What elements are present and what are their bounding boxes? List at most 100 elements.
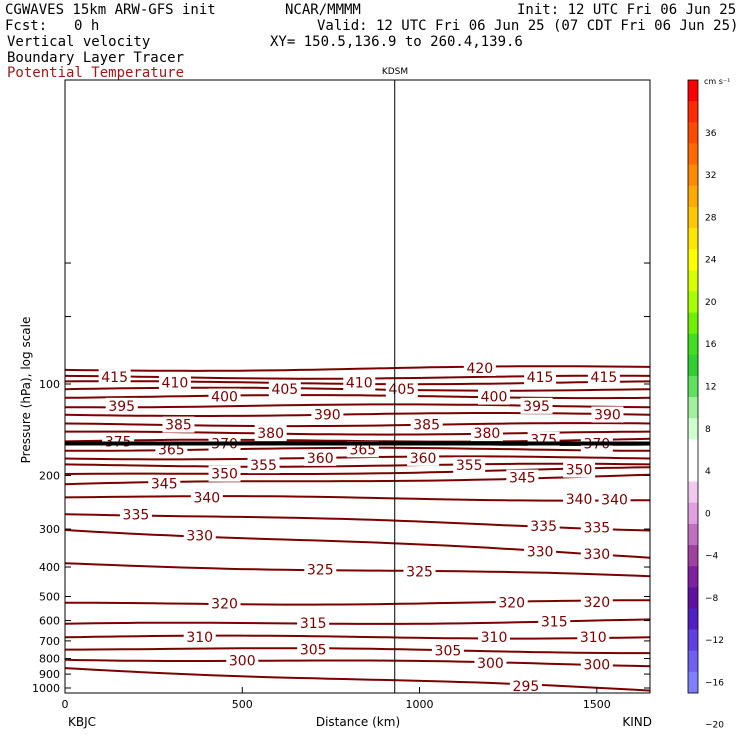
- colorbar-swatch: [688, 122, 698, 144]
- contour-label-bg: [208, 388, 241, 405]
- contour-label-bg: [385, 381, 418, 398]
- contour-label-bg: [580, 519, 613, 536]
- y-tick-label: 100: [39, 378, 60, 391]
- y-tick-label: 1000: [32, 682, 60, 695]
- contour-label-bg: [580, 593, 613, 610]
- colorbar-tick-label: −16: [705, 678, 724, 688]
- contour-label-345: 345: [509, 471, 536, 487]
- contour-label-420: 420: [466, 361, 493, 377]
- x-tick-label: 1500: [583, 698, 611, 711]
- contour-label-bg: [158, 374, 191, 391]
- contour-label-bg: [304, 561, 337, 578]
- contour-330: [64, 529, 651, 559]
- contour-label-300: 300: [229, 653, 256, 669]
- contour-325: [64, 562, 651, 578]
- contour-label-415: 415: [101, 370, 128, 386]
- contour-label-395: 395: [523, 399, 550, 415]
- contour-label-300: 300: [477, 656, 504, 672]
- contour-400: [64, 394, 651, 400]
- contour-295: [64, 667, 651, 692]
- contour-label-bg: [268, 381, 301, 398]
- fcst-label: Fcst:: [5, 18, 48, 34]
- colorbar-swatch: [688, 439, 698, 461]
- contour-label-305: 305: [435, 644, 462, 660]
- contour-label-bg: [208, 465, 241, 482]
- colorbar-swatch: [688, 502, 698, 525]
- contour-label-bg: [190, 489, 223, 506]
- contour-label-bg: [506, 469, 539, 486]
- colorbar-tick-label: 8: [705, 425, 711, 435]
- valid-time: Valid: 12 UTC Fri 06 Jun 25 (07 CDT Fri …: [317, 18, 739, 34]
- colorbar-frame: [687, 79, 699, 694]
- contour-label-310: 310: [186, 630, 213, 646]
- contour-label-415: 415: [591, 370, 618, 386]
- colorbar-unit: cm s⁻¹: [704, 77, 730, 86]
- y-tick-label: 500: [39, 590, 60, 603]
- contour-label-405: 405: [271, 382, 298, 398]
- station-top-label: KDSM: [382, 67, 408, 77]
- contour-label-390: 390: [314, 408, 341, 424]
- colorbar-swatch: [688, 545, 698, 567]
- contour-label-320: 320: [211, 596, 238, 612]
- contour-label-bg: [524, 369, 557, 386]
- contour-label-315: 315: [300, 616, 327, 632]
- contour-label-315: 315: [541, 614, 568, 630]
- contour-label-395: 395: [108, 399, 135, 415]
- contour-355: [64, 462, 651, 468]
- contour-label-330: 330: [186, 528, 213, 544]
- colorbar: 36 32 28 24 20 16 12 8 4 0 −4 −8 −12 −16 −20: [687, 79, 724, 731]
- field-vertical-velocity: Vertical velocity: [7, 34, 151, 50]
- contour-label-bg: [119, 506, 152, 523]
- contour-label-390: 390: [594, 408, 621, 424]
- colorbar-tick-label: 28: [705, 213, 717, 223]
- contour-label-355: 355: [456, 458, 483, 474]
- colorbar-tick-label: −4: [705, 552, 719, 562]
- contour-label-305: 305: [300, 643, 327, 659]
- contour-label-365: 365: [349, 442, 376, 458]
- colorbar-swatch: [688, 460, 698, 482]
- colorbar-tick-label: 16: [705, 340, 717, 350]
- colorbar-tick-label: 24: [705, 256, 717, 266]
- contour-label-bg: [527, 518, 560, 535]
- contour-label-bg: [431, 642, 464, 659]
- colorbar-swatch: [688, 523, 698, 546]
- contour-390: [64, 412, 651, 417]
- contour-label-340: 340: [601, 492, 628, 508]
- contour-label-350: 350: [566, 463, 593, 479]
- contour-label-385: 385: [165, 418, 192, 434]
- contour-label-335: 335: [583, 521, 610, 537]
- contour-label-405: 405: [388, 382, 415, 398]
- station-left-label: KBJC: [68, 715, 96, 729]
- contour-label-bg: [580, 656, 613, 673]
- contour-label-330: 330: [583, 547, 610, 563]
- contour-label-bg: [563, 461, 596, 478]
- contour-335: [64, 513, 651, 532]
- contour-label-295: 295: [513, 679, 540, 695]
- y-tick-label: 700: [39, 635, 60, 648]
- contour-lines: [64, 365, 651, 692]
- contour-label-bg: [162, 416, 195, 433]
- contour-label-345: 345: [151, 476, 178, 492]
- contour-label-bg: [478, 388, 510, 405]
- colorbar-tick-label: 4: [705, 467, 711, 477]
- colorbar-tick-label: −20: [705, 721, 724, 731]
- contour-labels: 295 300 300 300 305 305 310 310 310 315 315 320 320 3…: [98, 359, 631, 695]
- colorbar-swatch: [688, 397, 698, 419]
- contour-label-400: 400: [481, 390, 508, 406]
- colorbar-swatch: [688, 270, 698, 292]
- contour-label-350: 350: [211, 467, 238, 483]
- contour-label-bg: [105, 397, 138, 414]
- contour-label-bg: [343, 374, 376, 391]
- y-axis-label: Pressure (hPa), log scale: [19, 317, 33, 464]
- contour-310: [64, 634, 651, 640]
- contour-label-385: 385: [413, 418, 440, 434]
- colorbar-swatch: [688, 249, 698, 271]
- xy-range: XY= 150.5,136.9 to 260.4,139.6: [270, 34, 523, 50]
- colorbar-tick-label: 0: [705, 509, 711, 519]
- contour-375: [64, 437, 651, 443]
- contour-label-bg: [591, 406, 624, 423]
- contour-label-365: 365: [158, 442, 185, 458]
- contour-label-bg: [495, 594, 528, 611]
- contour-label-310: 310: [481, 630, 508, 646]
